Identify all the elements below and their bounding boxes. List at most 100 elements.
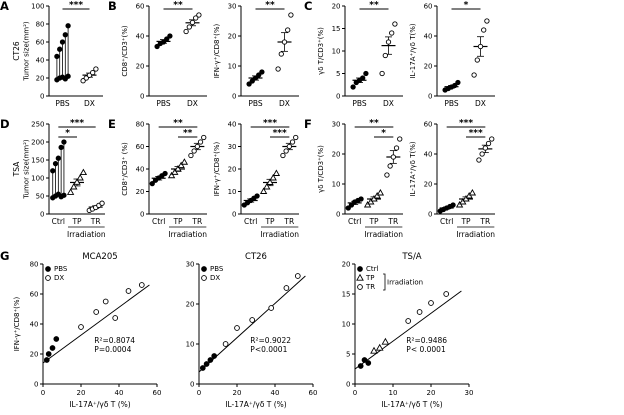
svg-text:20: 20 (30, 351, 39, 359)
svg-text:0: 0 (428, 93, 432, 101)
chart-correlation-ct26: 0 10 20 30 0 20 40 60 IL-17A⁺/γδ T (%) CT26 R²=0.9… (167, 250, 319, 410)
svg-text:20: 20 (424, 181, 433, 189)
svg-text:P< 0.0001: P< 0.0001 (406, 345, 446, 354)
svg-text:CT26: CT26 (12, 41, 21, 61)
svg-text:60: 60 (309, 389, 318, 397)
svg-text:40: 40 (115, 389, 124, 397)
svg-text:IL-17A⁺/γδ T (%): IL-17A⁺/γδ T (%) (69, 400, 131, 409)
panel-e: E 0 20 40 60 80 CD8⁺/CD3⁺ (%) Ctrl TP TR Irradiat… (108, 118, 303, 248)
svg-text:DX: DX (187, 99, 198, 108)
svg-text:IL-17A⁺/γδ T(%): IL-17A⁺/γδ T(%) (409, 141, 417, 196)
svg-text:DX: DX (84, 99, 95, 108)
svg-text:Ctrl: Ctrl (244, 217, 257, 226)
svg-text:***: *** (70, 119, 84, 129)
svg-text:20: 20 (136, 63, 145, 71)
svg-text:*: * (381, 129, 386, 139)
svg-text:10: 10 (228, 63, 237, 71)
svg-text:*: * (65, 129, 70, 139)
svg-text:CT26: CT26 (245, 252, 267, 262)
svg-text:TP: TP (264, 217, 275, 226)
svg-text:20: 20 (228, 166, 237, 174)
svg-text:10: 10 (389, 389, 398, 397)
svg-text:DX: DX (383, 99, 394, 108)
svg-text:60: 60 (30, 291, 39, 299)
svg-text:IL-17A⁺/γδ T(%): IL-17A⁺/γδ T(%) (409, 23, 417, 78)
svg-text:DX: DX (279, 99, 290, 108)
svg-text:30: 30 (186, 261, 195, 269)
svg-text:40: 40 (424, 151, 433, 159)
svg-text:**: ** (173, 119, 183, 129)
chart-cd8-cd3-irradiation: 0 20 40 60 80 CD8⁺/CD3⁺ (%) Ctrl TP TR Irradiatio… (119, 118, 211, 248)
panel-f: F 0 10 20 30 γδ T/CD3⁺(%) Ctrl TP TR Irradiation… (304, 118, 499, 248)
panel-d-label: D (0, 117, 10, 131)
svg-text:IL-17A⁺/γδ T (%): IL-17A⁺/γδ T (%) (381, 400, 443, 409)
svg-text:0: 0 (197, 389, 201, 397)
svg-text:5: 5 (336, 70, 340, 78)
svg-text:5: 5 (346, 351, 350, 359)
svg-text:PBS: PBS (248, 99, 263, 108)
svg-text:0: 0 (40, 93, 44, 101)
svg-text:PBS: PBS (54, 265, 68, 273)
svg-text:40: 40 (136, 166, 145, 174)
svg-text:Irradiation: Irradiation (456, 230, 495, 239)
svg-text:DX: DX (54, 274, 64, 282)
svg-text:Irradiation: Irradiation (364, 230, 403, 239)
svg-text:Ctrl: Ctrl (348, 217, 361, 226)
svg-text:TR: TR (283, 217, 294, 226)
svg-text:0: 0 (34, 381, 38, 389)
svg-text:TP: TP (460, 217, 471, 226)
svg-text:PBS: PBS (156, 99, 171, 108)
panel-a: A 0 20 40 60 80 100 CT26 Tumor size(mm²) PBS DX **… (0, 0, 107, 112)
svg-text:PBS: PBS (444, 99, 459, 108)
svg-text:CD8⁺/CD3⁺(%): CD8⁺/CD3⁺(%) (121, 25, 129, 77)
svg-text:**: ** (369, 119, 379, 129)
svg-text:TP: TP (172, 217, 183, 226)
svg-text:20: 20 (424, 63, 433, 71)
svg-text:0: 0 (190, 381, 194, 389)
chart-gdt-cd3-percent: 0 5 10 15 20 γδ T/CD3⁺(%) PBS DX ** (315, 0, 407, 112)
svg-text:60: 60 (153, 389, 162, 397)
svg-text:R²=0.8074: R²=0.8074 (94, 336, 135, 345)
svg-text:50: 50 (36, 193, 45, 201)
svg-text:60: 60 (424, 121, 433, 129)
svg-text:10: 10 (332, 181, 341, 189)
svg-text:100: 100 (31, 175, 44, 183)
svg-text:IFN-γ⁺/CD8⁺(%): IFN-γ⁺/CD8⁺(%) (213, 23, 221, 78)
svg-text:40: 40 (36, 57, 45, 65)
svg-text:***: *** (273, 129, 287, 139)
svg-text:***: *** (459, 119, 473, 129)
svg-text:Ctrl: Ctrl (152, 217, 165, 226)
svg-text:PBS: PBS (55, 99, 70, 108)
svg-text:Irradiation: Irradiation (67, 230, 106, 239)
panel-d: D 0 50 100 150 200 250 TSA Tumor size(mm²) Ctrl T… (0, 118, 109, 248)
svg-text:20: 20 (332, 3, 341, 11)
svg-text:0: 0 (336, 93, 340, 101)
svg-text:30: 30 (465, 389, 474, 397)
svg-text:TS/A: TS/A (401, 252, 421, 262)
panel-g: G 0 20 40 60 80 0 20 40 60 IL-17A⁺/γδ T (%) IFN-γ⁺… (0, 250, 475, 410)
svg-text:CD8⁺/CD3⁺ (%): CD8⁺/CD3⁺ (%) (121, 142, 129, 196)
panel-a-label: A (0, 0, 9, 13)
chart-ifng-cd8-percent: 0 10 20 30 IFN-γ⁺/CD8⁺(%) PBS DX ** (211, 0, 303, 112)
svg-text:0: 0 (140, 93, 144, 101)
svg-text:IFN-γ⁺/CD8⁺(%): IFN-γ⁺/CD8⁺(%) (13, 296, 21, 351)
svg-text:20: 20 (136, 188, 145, 196)
svg-text:TR: TR (387, 217, 398, 226)
svg-text:IFN-γ⁺/CD8⁺(%): IFN-γ⁺/CD8⁺(%) (213, 141, 221, 196)
chart-gdt-cd3-irradiation: 0 10 20 30 γδ T/CD3⁺(%) Ctrl TP TR Irradiation **… (315, 118, 407, 248)
svg-text:P<0.0001: P<0.0001 (250, 345, 287, 354)
svg-text:IL-17A⁺/γδ T (%): IL-17A⁺/γδ T (%) (225, 400, 287, 409)
svg-text:20: 20 (427, 389, 436, 397)
panel-b-label: B (108, 0, 117, 13)
chart-cd8-cd3-percent: 0 20 40 60 CD8⁺/CD3⁺(%) PBS DX ** (119, 0, 211, 112)
svg-text:Tumor size(mm²): Tumor size(mm²) (23, 139, 31, 200)
svg-text:TP: TP (365, 274, 375, 282)
svg-text:Tumor size(mm²): Tumor size(mm²) (23, 21, 31, 82)
svg-text:R²=0.9486: R²=0.9486 (406, 336, 447, 345)
svg-text:0: 0 (40, 211, 44, 219)
svg-text:40: 40 (136, 33, 145, 41)
panel-g-label: G (0, 249, 10, 263)
svg-text:10: 10 (186, 341, 195, 349)
svg-text:TR: TR (191, 217, 202, 226)
svg-text:20: 20 (228, 33, 237, 41)
